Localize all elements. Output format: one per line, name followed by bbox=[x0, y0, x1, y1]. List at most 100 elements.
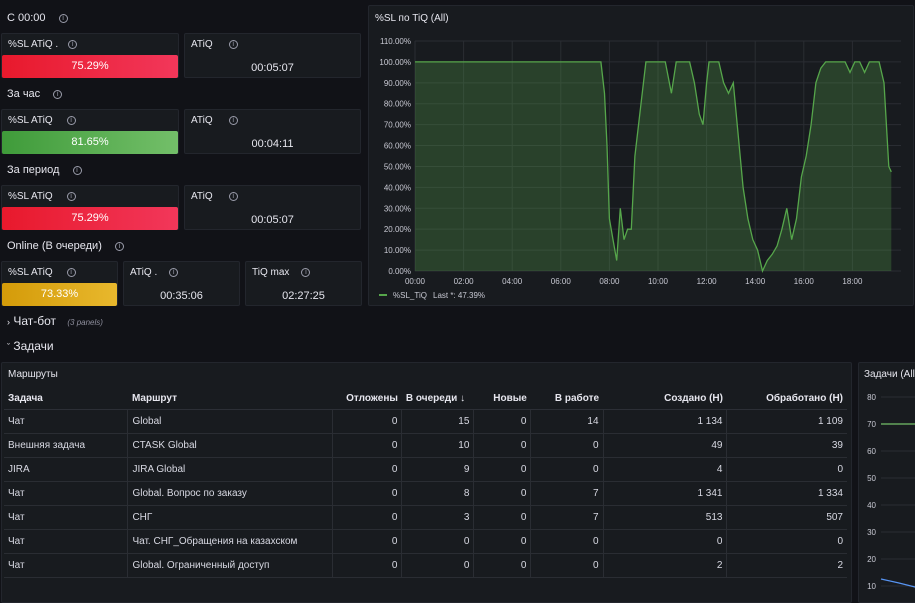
col-header-in-work[interactable]: В работе bbox=[530, 389, 604, 410]
table-cell: Чат bbox=[4, 409, 129, 434]
panel-title: ATiQ . bbox=[130, 267, 158, 278]
col-header-created[interactable]: Создано (Н) bbox=[603, 389, 727, 410]
group-label-online: Online (В очереди) i bbox=[7, 240, 124, 252]
col-header-new[interactable]: Новые bbox=[473, 389, 531, 410]
group-label-hour: За час i bbox=[7, 88, 63, 100]
chevron-down-icon: ˇ bbox=[7, 342, 10, 352]
chart-title: %SL по TiQ (All) bbox=[375, 13, 449, 24]
table-row: Чат Чат. СНГ_Обращения на казахском 0 0 0 0 0 0 bbox=[4, 529, 847, 554]
table-cell: 1 334 bbox=[726, 481, 847, 506]
table-cell: 1 341 bbox=[603, 481, 728, 506]
table-cell: 10 bbox=[401, 433, 475, 458]
y-tick-label: 80 bbox=[867, 393, 876, 402]
series-area-sl-tiq bbox=[415, 61, 892, 272]
table-row: Чат СНГ 0 3 0 7 513 507 bbox=[4, 505, 847, 530]
y-tick-label: 0.00% bbox=[388, 267, 411, 276]
col-header-processed[interactable]: Обработано (Н) bbox=[726, 389, 847, 410]
panel-title: %SL ATiQ bbox=[8, 267, 53, 278]
info-icon[interactable]: i bbox=[66, 191, 76, 201]
y-tick-label: 40.00% bbox=[384, 183, 411, 192]
stat-panel-atiq-period: ATiQ i 00:05:07 bbox=[184, 185, 361, 230]
y-tick-label: 20 bbox=[867, 555, 876, 564]
panel-title: ATiQ bbox=[191, 115, 213, 126]
series-line-sl-tiq bbox=[415, 61, 892, 273]
table-cell: 9 bbox=[401, 457, 475, 482]
table-cell: 0 bbox=[332, 505, 403, 530]
x-tick-label: 06:00 bbox=[551, 277, 572, 286]
stat-panel-atiq-hour: ATiQ i 00:04:11 bbox=[184, 109, 361, 154]
y-tick-label: 50.00% bbox=[384, 162, 411, 171]
info-icon[interactable]: i bbox=[228, 39, 238, 49]
table-row: Чат Global. Вопрос по заказу 0 8 0 7 1 341 1 33… bbox=[4, 481, 847, 506]
sl-value-bar: 81.65% bbox=[2, 131, 178, 154]
table-row: Чат Global 0 15 0 14 1 134 1 109 bbox=[4, 409, 847, 434]
col-header-in-queue[interactable]: В очереди ↓ bbox=[401, 389, 474, 410]
table-cell: JIRA bbox=[4, 457, 129, 482]
table-cell: 4 bbox=[603, 457, 728, 482]
table-cell: 0 bbox=[401, 553, 475, 578]
y-tick-label: 80.00% bbox=[384, 100, 411, 109]
stat-panel-sl-online: %SL ATiQ i 73.33% bbox=[1, 261, 118, 306]
table-cell: Global. Ограниченный доступ bbox=[127, 553, 334, 578]
table-cell: 0 bbox=[473, 409, 532, 434]
x-tick-label: 08:00 bbox=[599, 277, 620, 286]
table-cell: 2 bbox=[603, 553, 728, 578]
table-cell: 49 bbox=[603, 433, 728, 458]
table-cell: Чат bbox=[4, 505, 129, 530]
info-icon[interactable]: i bbox=[228, 191, 238, 201]
stat-panel-tiq-max: TiQ max i 02:27:25 bbox=[245, 261, 362, 306]
y-tick-label: 60 bbox=[867, 447, 876, 456]
table-cell: 0 bbox=[332, 409, 403, 434]
info-icon[interactable]: i bbox=[228, 115, 238, 125]
table-row: Внешняя задача CTASK Global 0 10 0 0 49 39 bbox=[4, 433, 847, 458]
stat-panel-sl-period: %SL ATiQ i 75.29% bbox=[1, 185, 179, 230]
stat-panel-sl-c00: %SL ATiQ . i 75.29% bbox=[1, 33, 179, 78]
stat-panel-atiq-c00: ATiQ i 00:05:07 bbox=[184, 33, 361, 78]
table-cell: 0 bbox=[332, 433, 403, 458]
legend-series-name: %SL_TiQ bbox=[393, 291, 427, 300]
sort-arrow-icon: ↓ bbox=[460, 393, 466, 405]
table-cell: 507 bbox=[726, 505, 847, 530]
col-header-task[interactable]: Задача bbox=[4, 389, 128, 410]
tasks-chart-panel: Задачи (All) 80 70 60 50 40 30 20 10 bbox=[858, 362, 915, 603]
table-cell: 8 bbox=[401, 481, 475, 506]
table-cell: СНГ bbox=[127, 505, 334, 530]
info-icon[interactable]: i bbox=[58, 13, 68, 23]
table-cell: 0 bbox=[473, 457, 532, 482]
table-cell: 0 bbox=[473, 505, 532, 530]
info-icon[interactable]: i bbox=[53, 89, 63, 99]
table-cell: 0 bbox=[726, 529, 847, 554]
table-cell: 7 bbox=[530, 505, 604, 530]
table-cell: 0 bbox=[473, 481, 532, 506]
sl-chart: 0.00% 10.00% 20.00% 30.00% 40.00% 50.00% 60.00… bbox=[379, 37, 901, 300]
stat-panel-atiq-online: ATiQ . i 00:35:06 bbox=[123, 261, 240, 306]
atiq-value: 00:04:11 bbox=[251, 138, 294, 150]
row-tasks[interactable]: ˇ Задачи bbox=[7, 339, 54, 353]
info-icon[interactable]: i bbox=[68, 39, 78, 49]
info-icon[interactable]: i bbox=[66, 115, 76, 125]
sl-chart-panel: %SL по TiQ (All) 0.00% 10.00% 20.00% 30.00%… bbox=[368, 5, 914, 306]
info-icon[interactable]: i bbox=[114, 241, 124, 251]
table-cell: 513 bbox=[603, 505, 728, 530]
group-label-period: За период i bbox=[7, 164, 82, 176]
info-icon[interactable]: i bbox=[72, 165, 82, 175]
table-cell: 0 bbox=[473, 529, 532, 554]
series-line bbox=[880, 578, 915, 588]
table-cell: 0 bbox=[530, 457, 604, 482]
row-chatbot[interactable]: › Чат-бот (3 panels) bbox=[7, 314, 103, 328]
group-label-c00: С 00:00 i bbox=[7, 12, 68, 24]
info-icon[interactable]: i bbox=[66, 267, 76, 277]
sl-value-bar: 73.33% bbox=[2, 283, 117, 306]
table-cell: 0 bbox=[332, 457, 403, 482]
table-cell: 0 bbox=[332, 481, 403, 506]
table-header-row: Задача Маршрут Отложены В очереди ↓ Новы… bbox=[4, 389, 847, 410]
table-row: Чат Global. Ограниченный доступ 0 0 0 0 2 2 bbox=[4, 553, 847, 578]
y-tick-label: 30 bbox=[867, 528, 876, 537]
col-header-route[interactable]: Маршрут bbox=[127, 389, 333, 410]
info-icon[interactable]: i bbox=[301, 267, 311, 277]
y-tick-label: 20.00% bbox=[384, 225, 411, 234]
info-icon[interactable]: i bbox=[169, 267, 179, 277]
col-header-postponed[interactable]: Отложены bbox=[332, 389, 402, 410]
table-cell: Чат. СНГ_Обращения на казахском bbox=[127, 529, 334, 554]
routes-title: Маршруты bbox=[8, 369, 58, 380]
